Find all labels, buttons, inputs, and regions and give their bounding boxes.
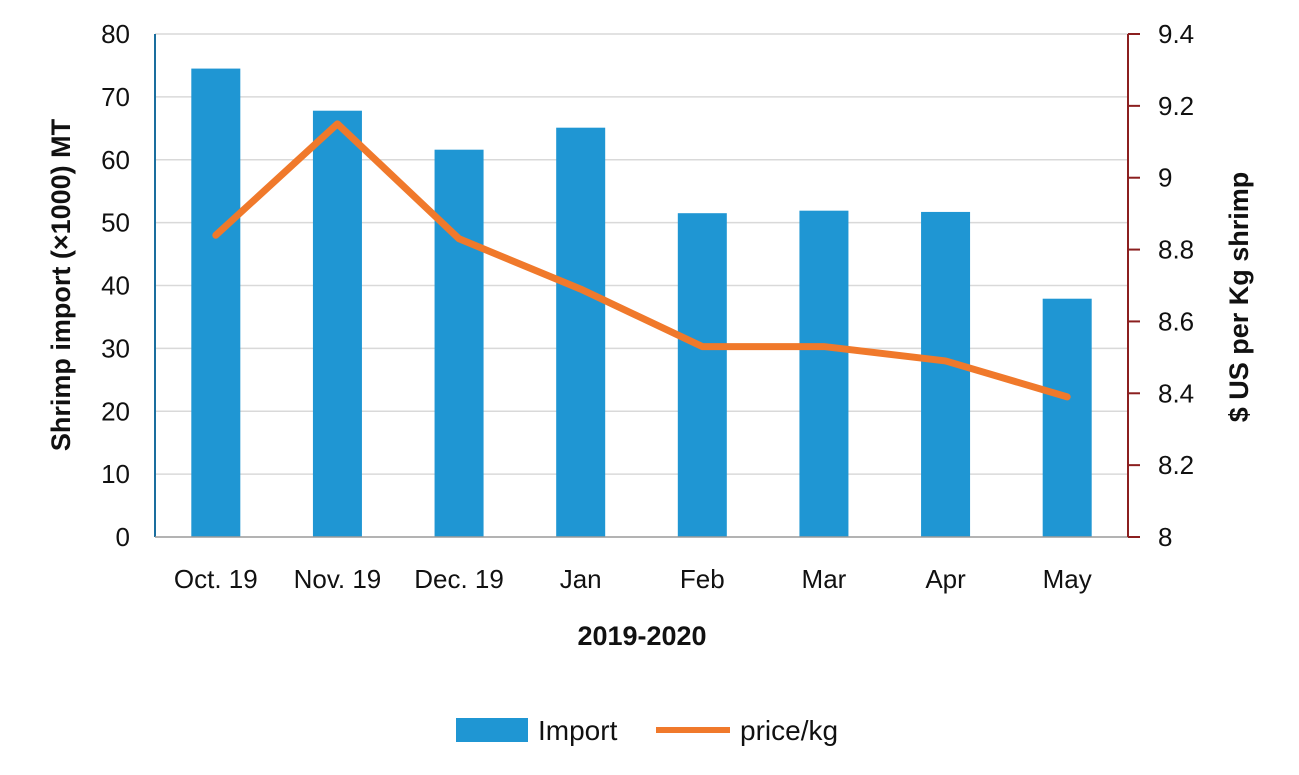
y-left-tick-label: 70 <box>101 82 130 112</box>
y-right-tick-label: 8.8 <box>1158 235 1194 265</box>
price-point <box>701 345 704 348</box>
legend-import-swatch <box>456 718 528 742</box>
y-left-tick-label: 50 <box>101 208 130 238</box>
price-point <box>214 234 217 237</box>
import-bar <box>921 211 971 537</box>
legend-price-label: price/kg <box>740 715 838 746</box>
import-bar <box>556 127 606 537</box>
y-right-tick-label: 8 <box>1158 522 1172 552</box>
x-tick-label: May <box>1043 564 1092 594</box>
gridlines <box>155 33 1128 475</box>
x-tick-label: Oct. 19 <box>174 564 258 594</box>
x-tick-label: Feb <box>680 564 725 594</box>
y-right-tick-label: 9.4 <box>1158 19 1194 49</box>
y-right-tick-label: 9.2 <box>1158 91 1194 121</box>
y-left-tick-label: 0 <box>116 522 130 552</box>
x-tick-label: Apr <box>925 564 966 594</box>
price-point <box>1066 395 1069 398</box>
import-bar <box>434 149 484 537</box>
x-tick-label: Dec. 19 <box>414 564 504 594</box>
x-tick-label: Mar <box>802 564 847 594</box>
price-point <box>458 237 461 240</box>
price-point <box>336 122 339 125</box>
import-bar <box>312 110 362 538</box>
import-bar <box>799 210 849 537</box>
legend: Import price/kg <box>456 715 838 746</box>
import-bar <box>1042 298 1092 537</box>
legend-import-label: Import <box>538 715 618 746</box>
price-point <box>822 345 825 348</box>
price-line-path <box>212 120 1071 401</box>
y-left-tick-label: 30 <box>101 333 130 363</box>
y-right-tick-label: 8.2 <box>1158 450 1194 480</box>
x-tick-label: Nov. 19 <box>294 564 382 594</box>
x-tick-label: Jan <box>560 564 602 594</box>
y-left-tick-label: 80 <box>101 19 130 49</box>
price-point <box>944 359 947 362</box>
tick-labels: 0 10 20 30 40 50 60 70 80 8 8.2 8.4 8.6 8.8 9 9.2 9.4 Oct… <box>101 19 1194 594</box>
y-right-tick-label: 8.6 <box>1158 306 1194 336</box>
axes <box>154 33 1140 538</box>
y-right-tick-label: 9 <box>1158 163 1172 193</box>
import-bar <box>191 68 241 538</box>
y-left-tick-label: 40 <box>101 271 130 301</box>
price-point <box>579 288 582 291</box>
price-line <box>212 120 1071 401</box>
y-left-tick-label: 10 <box>101 459 130 489</box>
import-bars <box>191 68 1092 538</box>
import-bar <box>677 213 727 537</box>
x-axis-title: 2019-2020 <box>577 621 706 651</box>
y-left-tick-label: 60 <box>101 145 130 175</box>
y-left-tick-label: 20 <box>101 396 130 426</box>
y-axis-right-title: $ US per Kg shrimp <box>1224 172 1254 423</box>
y-right-tick-label: 8.4 <box>1158 378 1194 408</box>
y-axis-left-title: Shrimp import (×1000) MT <box>46 118 76 451</box>
